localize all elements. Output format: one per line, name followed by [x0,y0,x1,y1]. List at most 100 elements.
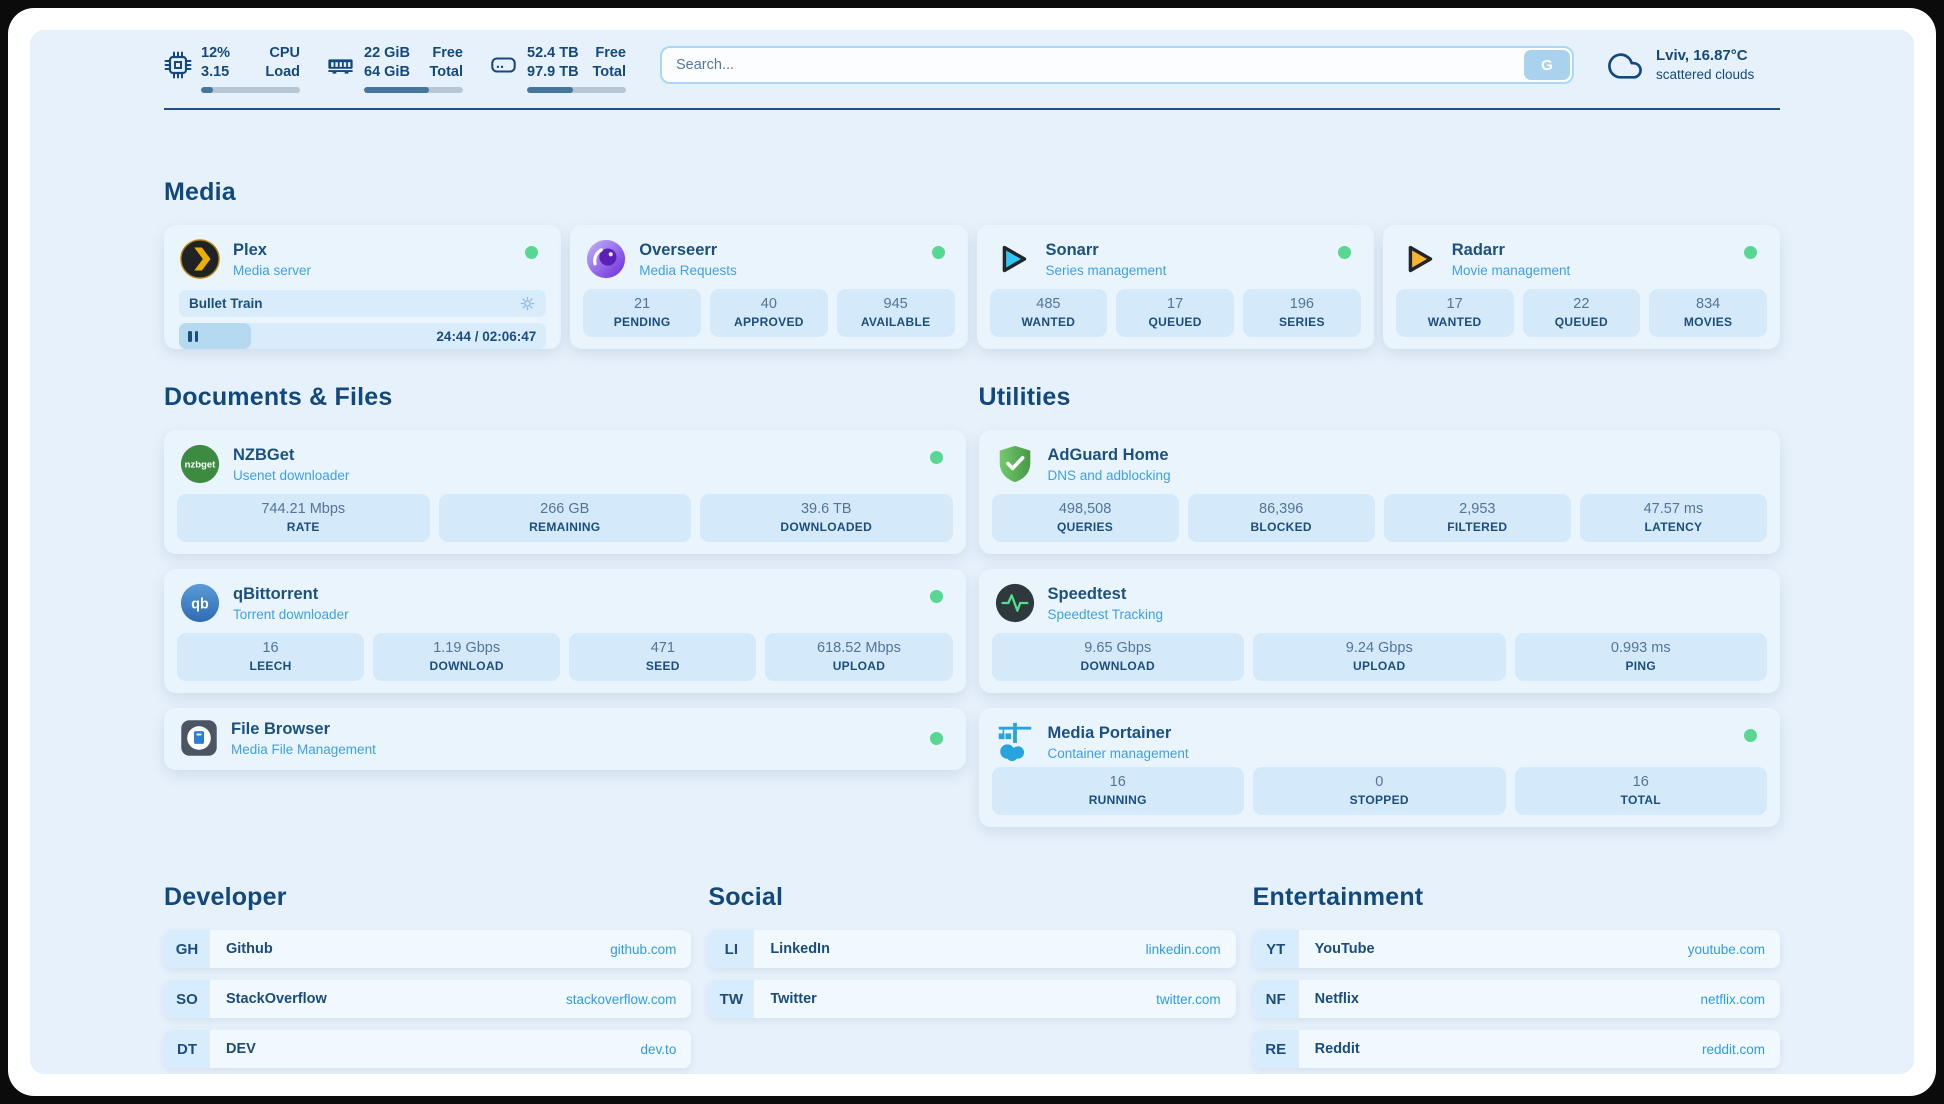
weather-widget[interactable]: Lviv, 16.87°C scattered clouds [1604,47,1780,83]
app-window: 12% 3.15 CPU Load [8,8,1936,1096]
playback-progress-bar[interactable]: 24:44 / 02:06:47 [179,323,547,350]
app-card-portainer[interactable]: Media Portainer Container management 16 … [978,708,1780,828]
link-dev[interactable]: DT DEV dev.to [164,1030,692,1069]
stat-total: 16 TOTAL [1514,767,1767,816]
app-card-filebrowser[interactable]: File Browser Media File Management [164,708,966,771]
disk-total-value: 97.9 TB [527,64,579,81]
disk-label-1: Free [595,45,626,61]
stat-wanted: 17 WANTED [1395,289,1514,338]
top-bar: 12% 3.15 CPU Load [164,44,1780,94]
app-name: AdGuard Home [1047,445,1169,464]
stat-queued: 22 QUEUED [1522,289,1641,338]
cpu-widget: 12% 3.15 CPU Load [164,44,300,94]
qbittorrent-icon: qb [180,584,220,623]
link-linkedin[interactable]: LI LinkedIn linkedin.com [708,930,1236,969]
app-card-nzbget[interactable]: nzbget NZBGet Usenet downloader 744.21 M… [164,430,966,555]
app-name: NZBGet [233,445,295,464]
stat-upload: 618.52 Mbps UPLOAD [765,633,953,682]
link-url[interactable]: stackoverflow.com [566,991,677,1007]
stat-upload: 9.24 Gbps UPLOAD [1253,633,1506,682]
app-name: File Browser [231,719,331,738]
search-input[interactable] [660,46,1574,84]
app-subtitle: Container management [1047,745,1189,761]
status-dot [1337,246,1351,260]
link-badge: DT [164,1030,210,1069]
app-subtitle: Media File Management [231,741,376,757]
app-card-plex[interactable]: Plex Media server Bullet Train [164,225,562,350]
link-youtube[interactable]: YT YouTube youtube.com [1252,930,1780,969]
pause-icon[interactable] [188,330,198,342]
playback-progress-fill [179,323,251,350]
stat-wanted: 485 WANTED [989,289,1108,338]
weather-condition: scattered clouds [1656,67,1755,82]
link-stackoverflow[interactable]: SO StackOverflow stackoverflow.com [164,980,692,1019]
app-subtitle: Torrent downloader [233,606,349,622]
search-engine-button[interactable]: G [1524,50,1570,80]
link-url[interactable]: github.com [610,941,677,957]
status-dot [525,246,539,260]
link-url[interactable]: netflix.com [1700,991,1765,1007]
stat-remaining: 266 GB REMAINING [438,494,691,543]
ram-widget: 22 GiB 64 GiB Free Total [326,44,463,94]
stat-downloaded: 39.6 TB DOWNLOADED [700,494,953,543]
stat-download: 9.65 Gbps DOWNLOAD [991,633,1244,682]
stat-queries: 498,508 QUERIES [991,494,1179,543]
app-subtitle: Series management [1045,262,1167,278]
link-url[interactable]: dev.to [640,1041,677,1057]
stat-queued: 17 QUEUED [1116,289,1234,338]
ram-total-value: 64 GiB [364,64,410,81]
link-name: Github [226,941,273,958]
filebrowser-icon [181,720,217,756]
app-name: Plex [233,240,267,259]
status-dot [931,246,945,260]
ram-progress-bar [364,87,463,94]
app-card-qbittorrent[interactable]: qb qBittorrent Torrent downloader 16 LEE… [164,569,966,694]
link-github[interactable]: GH Github github.com [164,930,692,969]
link-url[interactable]: twitter.com [1156,991,1221,1007]
app-card-adguard[interactable]: AdGuard Home DNS and adblocking 498,508 … [978,430,1780,555]
app-card-overseerr[interactable]: Overseerr Media Requests 21 PENDING 40 A… [570,225,968,350]
stat-filtered: 2,953 FILTERED [1383,494,1571,543]
cpu-percent: 12% [201,45,231,61]
portainer-icon [998,723,1031,762]
cpu-load-value: 3.15 [201,64,230,81]
cpu-icon [164,51,192,79]
app-card-radarr[interactable]: Radarr Movie management 17 WANTED 22 QUE… [1382,225,1780,350]
link-url[interactable]: reddit.com [1701,1041,1765,1057]
ram-label-1: Free [432,45,463,61]
stat-latency: 47.57 ms LATENCY [1579,494,1767,543]
playback-time: 24:44 / 02:06:47 [436,328,537,344]
ram-label-2: Total [429,64,463,81]
link-badge: SO [164,980,210,1019]
app-subtitle: Speedtest Tracking [1047,606,1164,622]
app-subtitle: Movie management [1451,262,1571,278]
link-url[interactable]: linkedin.com [1145,941,1221,957]
app-card-speedtest[interactable]: Speedtest Speedtest Tracking 9.65 Gbps D… [978,569,1780,694]
link-name: DEV [226,1041,256,1058]
link-netflix[interactable]: NF Netflix netflix.com [1252,980,1780,1019]
link-reddit[interactable]: RE Reddit reddit.com [1252,1030,1780,1069]
section-title-entertainment: Entertainment [1252,883,1424,912]
app-card-sonarr[interactable]: Sonarr Series management 485 WANTED 17 Q… [976,225,1374,350]
gear-icon[interactable] [519,295,536,312]
status-dot [1744,729,1757,743]
sonarr-icon [1002,246,1026,273]
app-name: Speedtest [1047,584,1127,603]
link-badge: NF [1252,980,1299,1019]
dashboard-page: 12% 3.15 CPU Load [30,30,1914,1074]
status-dot [929,732,943,746]
link-twitter[interactable]: TW Twitter twitter.com [708,980,1236,1019]
stat-stopped: 0 STOPPED [1253,767,1506,816]
link-url[interactable]: youtube.com [1687,941,1765,957]
link-badge: RE [1252,1030,1299,1069]
radarr-icon [1408,246,1432,273]
overseerr-icon [587,240,626,279]
app-name: Sonarr [1045,240,1099,259]
app-name: qBittorrent [233,584,319,603]
stat-series: 196 SERIES [1243,289,1361,338]
now-playing-row: Bullet Train [179,290,547,318]
disk-free-value: 52.4 TB [527,45,579,61]
speedtest-icon [995,584,1034,623]
nzbget-icon: nzbget [180,445,220,484]
app-subtitle: Media Requests [639,262,737,278]
